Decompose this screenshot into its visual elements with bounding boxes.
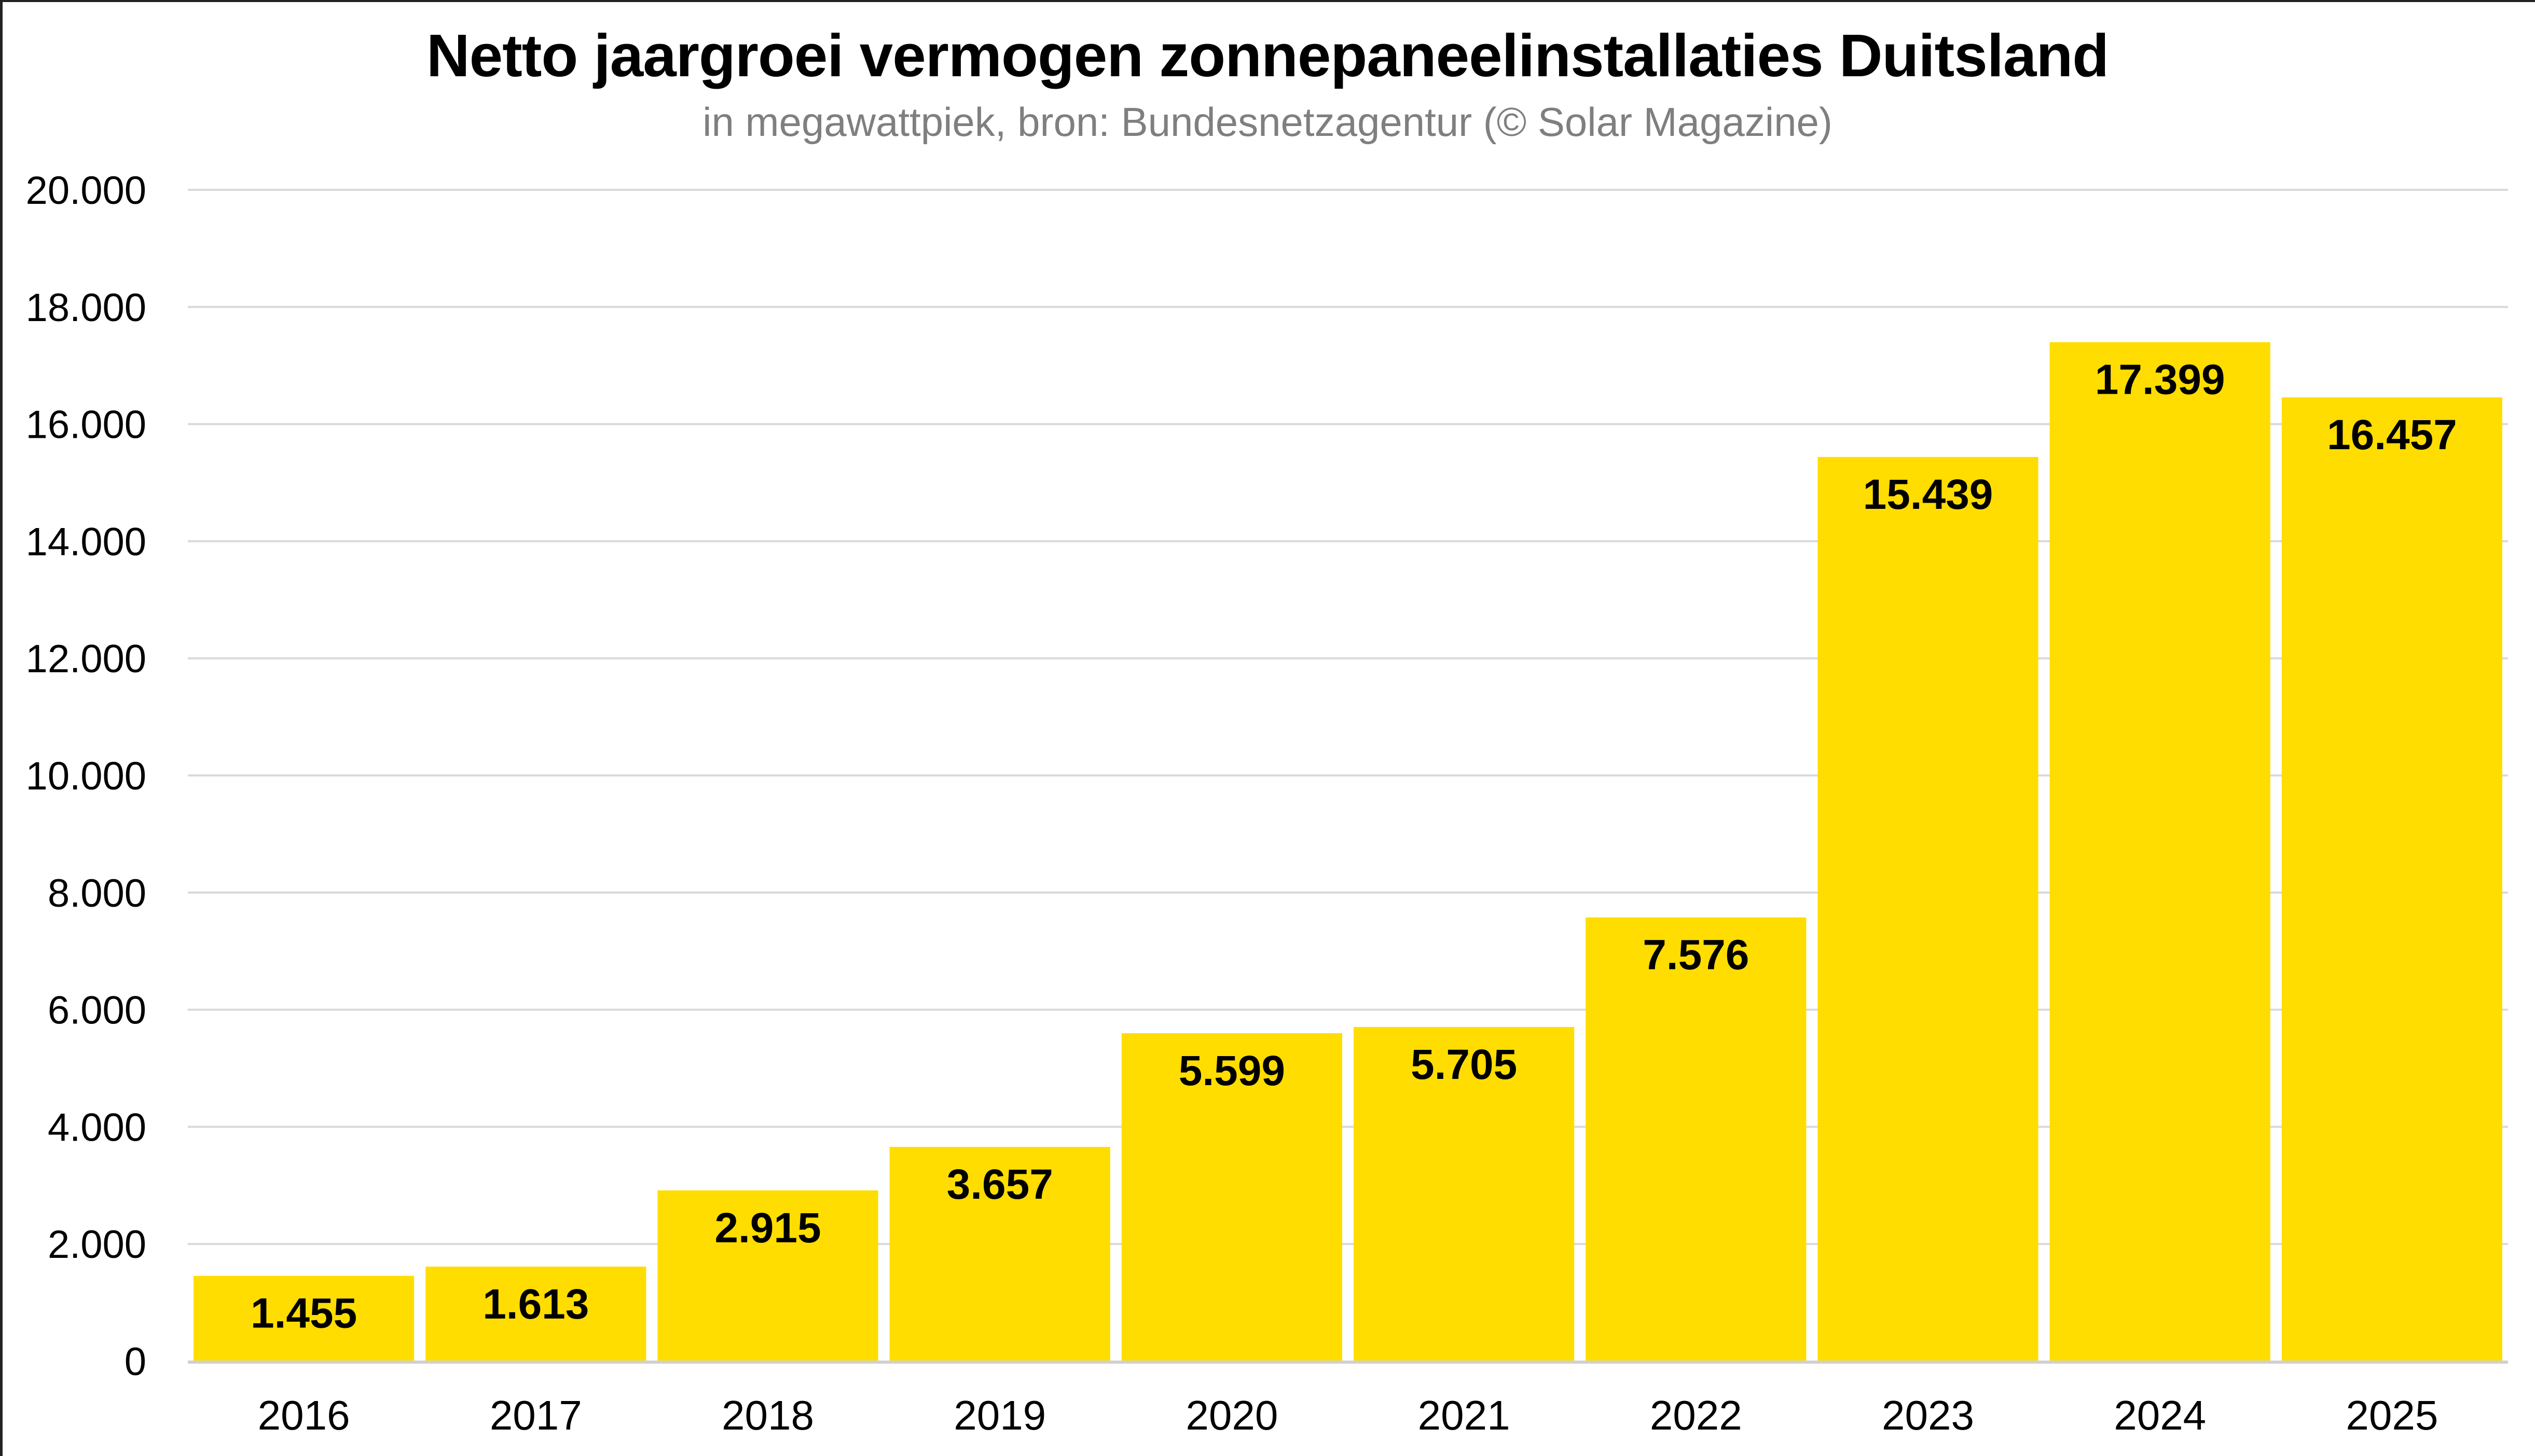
- bar-2024: [2049, 342, 2270, 1362]
- y-tick-label: 0: [125, 1340, 146, 1384]
- x-axis-labels: 2016 2017 2018 2019 2020 2021 2022 2023 2024 2025: [258, 1392, 2438, 1438]
- bar-2025: [2281, 397, 2502, 1362]
- x-tick-label: 2022: [1650, 1392, 1742, 1438]
- bar-2020: [1121, 1033, 1342, 1361]
- bar-2017: [425, 1266, 646, 1361]
- value-label: 17.399: [2095, 356, 2225, 404]
- y-tick-label: 10.000: [26, 754, 146, 798]
- value-label: 3.657: [947, 1161, 1053, 1208]
- y-tick-label: 14.000: [26, 520, 146, 564]
- value-label: 1.613: [483, 1281, 589, 1328]
- bar-2019: [889, 1147, 1110, 1361]
- x-tick-label: 2018: [722, 1392, 814, 1438]
- value-label: 5.599: [1179, 1047, 1285, 1094]
- y-tick-label: 16.000: [26, 403, 146, 447]
- x-tick-label: 2017: [490, 1392, 582, 1438]
- x-tick-label: 2023: [1882, 1392, 1974, 1438]
- top-border: [0, 0, 2535, 2]
- bar-2018: [657, 1190, 878, 1361]
- chart-subtitle: in megawattpiek, bron: Bundesnetzagentur…: [702, 99, 1833, 145]
- bar-2021: [1354, 1027, 1575, 1361]
- y-axis-labels: 0 2.000 4.000 6.000 8.000 10.000 12.000 14.000 1…: [26, 169, 146, 1384]
- value-label: 5.705: [1411, 1041, 1517, 1088]
- y-tick-label: 6.000: [48, 989, 146, 1033]
- value-label: 15.439: [1863, 471, 1993, 518]
- left-border: [0, 0, 3, 1456]
- value-label: 7.576: [1643, 932, 1749, 979]
- y-tick-label: 12.000: [26, 637, 146, 681]
- y-tick-label: 8.000: [48, 871, 146, 916]
- x-tick-label: 2024: [2114, 1392, 2206, 1438]
- x-tick-label: 2016: [258, 1392, 350, 1438]
- x-tick-label: 2020: [1186, 1392, 1278, 1438]
- value-labels: 1.455 1.613 2.915 3.657 5.599 5.705 7.576 15.43…: [251, 356, 2457, 1337]
- chart-title: Netto jaargroei vermogen zonnepaneelinst…: [426, 22, 2109, 89]
- bar-2023: [1817, 456, 2038, 1361]
- y-tick-label: 20.000: [26, 169, 146, 213]
- bar-2016: [194, 1275, 415, 1361]
- value-label: 2.915: [714, 1204, 821, 1252]
- x-tick-label: 2021: [1418, 1392, 1510, 1438]
- x-tick-label: 2025: [2346, 1392, 2438, 1438]
- value-label: 1.455: [251, 1290, 357, 1337]
- y-tick-label: 4.000: [48, 1105, 146, 1149]
- value-label: 16.457: [2327, 411, 2457, 459]
- x-tick-label: 2019: [954, 1392, 1046, 1438]
- bars: [194, 342, 2502, 1362]
- bar-2022: [1586, 917, 1807, 1361]
- y-tick-label: 18.000: [26, 286, 146, 330]
- y-tick-label: 2.000: [48, 1223, 146, 1267]
